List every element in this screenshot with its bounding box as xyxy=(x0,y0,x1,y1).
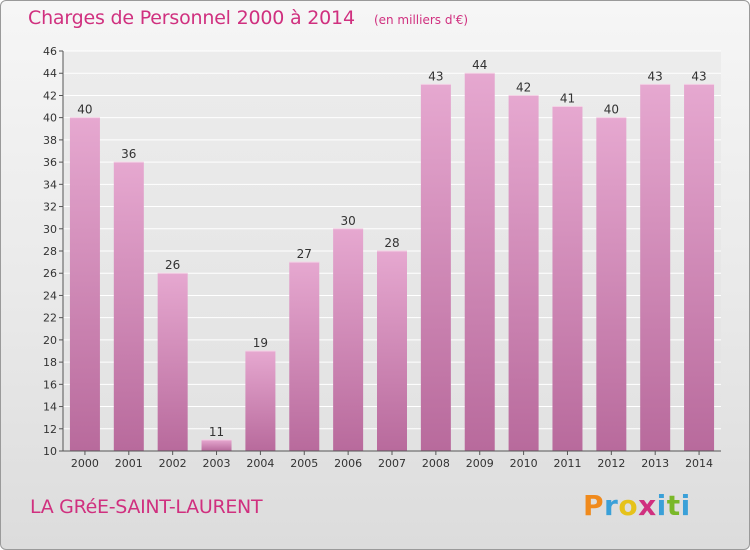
value-label-2013: 43 xyxy=(648,69,663,83)
logo-letter: o xyxy=(618,489,639,522)
logo-letter: P xyxy=(583,489,605,522)
bar-2013 xyxy=(640,84,671,451)
bar-2011 xyxy=(552,106,583,452)
y-tick-label: 46 xyxy=(43,45,57,58)
x-tick-label-2006: 2006 xyxy=(334,457,362,470)
x-tick-label-2014: 2014 xyxy=(685,457,713,470)
bar-2007 xyxy=(377,251,407,451)
bar-2014 xyxy=(684,84,715,451)
bar-2000 xyxy=(69,117,100,452)
value-label-2012: 40 xyxy=(604,103,619,117)
bar-2001 xyxy=(113,162,144,451)
y-tick-label: 12 xyxy=(43,423,57,436)
y-tick-label: 44 xyxy=(43,67,57,80)
value-label-2003: 11 xyxy=(209,425,224,439)
x-tick-label-2001: 2001 xyxy=(115,457,143,470)
y-tick-label: 40 xyxy=(43,112,57,125)
y-tick-label: 26 xyxy=(43,267,57,280)
bar-2010 xyxy=(508,95,539,451)
x-tick-label-2012: 2012 xyxy=(597,457,625,470)
value-label-2004: 19 xyxy=(253,336,268,350)
x-tick-label-2002: 2002 xyxy=(159,457,187,470)
value-label-2000: 40 xyxy=(77,103,92,117)
bar-2005 xyxy=(289,262,320,451)
x-tick-label-2007: 2007 xyxy=(378,457,406,470)
chart-title: Charges de Personnel 2000 à 2014 xyxy=(28,7,355,29)
value-label-2011: 41 xyxy=(560,92,575,106)
bar-2006 xyxy=(333,228,364,451)
bar-2004 xyxy=(245,351,276,451)
logo-letter: i xyxy=(680,489,691,522)
x-tick-label-2010: 2010 xyxy=(510,457,538,470)
y-tick-label: 30 xyxy=(43,223,57,236)
y-tick-label: 24 xyxy=(43,289,57,302)
value-label-2010: 42 xyxy=(516,80,531,94)
proxiti-logo: Proxiti xyxy=(583,489,691,522)
bar-2008 xyxy=(420,84,451,451)
value-label-2009: 44 xyxy=(472,58,487,72)
y-tick-label: 16 xyxy=(43,378,57,391)
logo-letter: x xyxy=(638,489,657,522)
y-tick-label: 10 xyxy=(43,445,57,458)
bar-2009 xyxy=(464,73,495,451)
bar-2012 xyxy=(596,117,627,452)
x-tick-label-2003: 2003 xyxy=(203,457,231,470)
y-tick-label: 42 xyxy=(43,89,57,102)
x-tick-label-2013: 2013 xyxy=(641,457,669,470)
bar-2003 xyxy=(201,439,232,451)
value-label-2014: 43 xyxy=(691,69,706,83)
value-label-2008: 43 xyxy=(428,69,443,83)
x-tick-label-2000: 2000 xyxy=(71,457,99,470)
x-tick-label-2008: 2008 xyxy=(422,457,450,470)
y-tick-label: 28 xyxy=(43,245,57,258)
value-label-2006: 30 xyxy=(340,214,355,228)
chart-header: Charges de Personnel 2000 à 2014 (en mil… xyxy=(28,7,468,29)
y-tick-label: 20 xyxy=(43,334,57,347)
y-tick-label: 36 xyxy=(43,156,57,169)
y-tick-label: 34 xyxy=(43,178,57,191)
x-tick-label-2009: 2009 xyxy=(466,457,494,470)
bar-2002 xyxy=(157,273,188,451)
chart-subtitle: (en milliers d'€) xyxy=(373,13,469,27)
logo-letter: r xyxy=(604,489,619,522)
x-tick-label-2004: 2004 xyxy=(246,457,274,470)
x-tick-label-2011: 2011 xyxy=(553,457,581,470)
y-tick-label: 18 xyxy=(43,356,57,369)
value-label-2002: 26 xyxy=(165,258,180,272)
value-label-2005: 27 xyxy=(297,247,312,261)
y-tick-label: 32 xyxy=(43,201,57,214)
commune-name: LA GRéE-SAINT-LAURENT xyxy=(30,496,263,518)
value-label-2001: 36 xyxy=(121,147,136,161)
y-tick-label: 14 xyxy=(43,401,57,414)
logo-letter: t xyxy=(666,489,681,522)
value-label-2007: 28 xyxy=(384,236,399,250)
y-tick-label: 22 xyxy=(43,312,57,325)
y-tick-label: 38 xyxy=(43,134,57,147)
x-tick-label-2005: 2005 xyxy=(290,457,318,470)
logo-letter: i xyxy=(656,489,667,522)
